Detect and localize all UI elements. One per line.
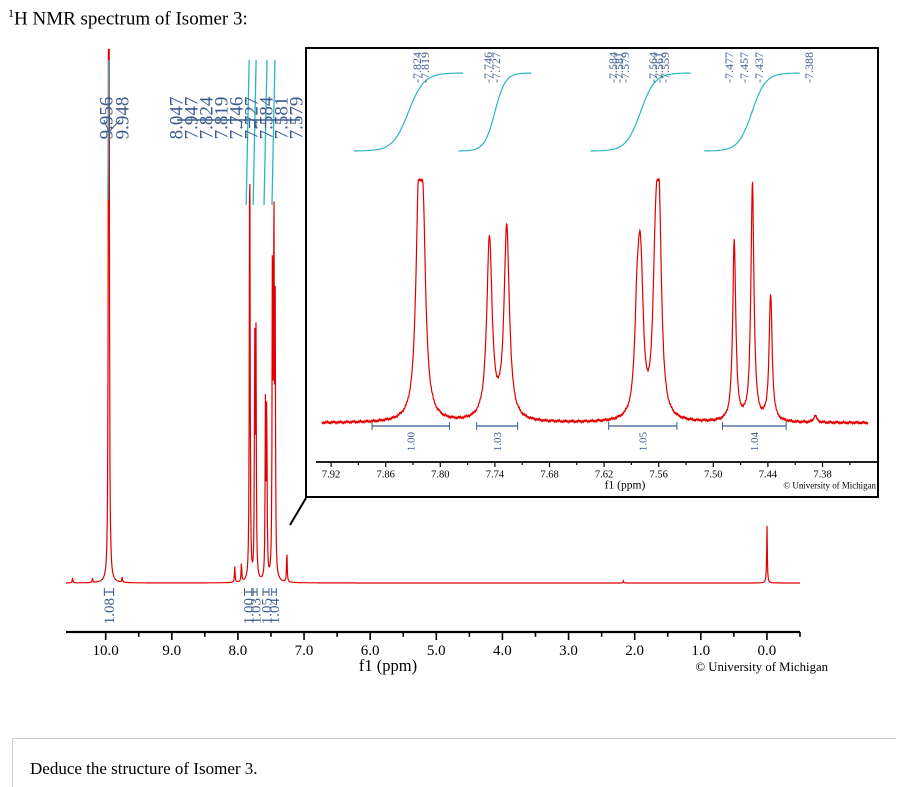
x-tick-label: 7.68 (540, 470, 558, 481)
peak-label: -7.824 (410, 52, 424, 83)
x-tick-label: 6.0 (361, 643, 380, 659)
integral-value: 1.00 (241, 598, 257, 624)
peak-label: -7.559 (658, 52, 672, 83)
peak-label: -7.579 (618, 52, 632, 83)
peak-label: -7.437 (752, 52, 766, 83)
peak-label-connector (103, 119, 121, 133)
peak-label: -7.388 (802, 52, 816, 83)
peak-label: -7.746 (481, 52, 495, 83)
caption-text: H NMR spectrum of Isomer 3: (14, 8, 248, 30)
peak-label: 7.819 (211, 97, 232, 140)
x-tick-label: 7.0 (295, 643, 314, 659)
x-tick-label: 3.0 (559, 643, 578, 659)
question-box: Deduce the structure of Isomer 3. (12, 738, 896, 787)
nmr-spectrum: 10.0 9.0 8.0 7.0 6.0 5.0 4.0 3.0 2.0 1.0 0.0 f1 (pp… (66, 47, 879, 675)
spectrum-trace (66, 48, 800, 584)
copyright-label: © University of Michigan (783, 481, 876, 491)
peak-label: 7.581 (271, 97, 292, 140)
peak-label: -7.564 (646, 52, 660, 83)
peak-label: 8.047 (166, 97, 187, 140)
integral-value: 1.05 (259, 598, 275, 624)
integral-value: 1.08 (102, 598, 118, 624)
peak-label: -7.727 (489, 52, 503, 83)
peak-label: 7.947 (181, 97, 202, 140)
integral-curve (458, 72, 532, 152)
integral-value: 1.04 (267, 598, 283, 625)
integral-curve (245, 59, 250, 206)
figure-caption: 1H NMR spectrum of Isomer 3: (8, 6, 248, 30)
peak-label: -7.457 (737, 52, 751, 83)
x-tick-label: 4.0 (493, 643, 512, 659)
zoom-connector-line (289, 497, 307, 526)
full-spectrum-plot: 10.0 9.0 8.0 7.0 6.0 5.0 4.0 3.0 2.0 1.0 0.0 f1 (pp… (66, 48, 829, 675)
integral-curve (263, 59, 268, 206)
peak-label: 7.824 (196, 96, 217, 139)
x-tick-label: 7.62 (595, 470, 613, 481)
x-tick-label: 0.0 (758, 643, 777, 659)
x-tick-label: 10.0 (93, 643, 119, 659)
spectrum-trace (321, 177, 869, 426)
peak-label: -7.477 (722, 52, 736, 83)
peak-label: -7.819 (418, 52, 432, 83)
x-tick-label: 7.74 (486, 470, 505, 481)
integral-curve (590, 72, 691, 152)
x-tick-label: 7.56 (650, 470, 668, 481)
caption-superscript: 1 (8, 6, 14, 20)
x-tick-label: 5.0 (427, 643, 446, 659)
integral-value: 1.04 (749, 432, 761, 452)
x-tick-label: 9.0 (162, 643, 181, 659)
x-axis-label: f1 (ppm) (605, 480, 646, 492)
peak-label: 7.579 (286, 97, 307, 140)
inset-frame (305, 47, 879, 498)
x-tick-label: 7.38 (813, 470, 831, 481)
x-tick-label: 1.0 (691, 643, 710, 659)
x-tick-label: 8.0 (229, 643, 248, 659)
integral-curve (353, 72, 463, 152)
integral-curve (271, 59, 276, 206)
integral-value: 1.03 (492, 432, 504, 452)
peak-label: 9.948 (112, 97, 133, 140)
integral-curve (704, 72, 800, 152)
x-tick-label: 2.0 (625, 643, 644, 659)
x-tick-label: 7.92 (322, 470, 340, 481)
x-tick-label: 7.86 (377, 470, 395, 481)
question-text: Deduce the structure of Isomer 3. (30, 759, 258, 778)
peak-label: 7.584 (256, 96, 277, 139)
x-tick-label: 7.50 (704, 470, 722, 481)
peak-label: 7.746 (226, 97, 247, 140)
x-axis-label: f1 (ppm) (359, 656, 417, 675)
peak-label: -7.584 (606, 52, 620, 83)
x-tick-label: 7.44 (759, 470, 778, 481)
peak-label: -7.561 (652, 52, 666, 83)
inset-spectrum-plot: 7.92 7.86 7.80 7.74 7.68 7.62 7.56 7.50 7.44 7.38… (305, 47, 879, 498)
integral-value: 1.05 (638, 432, 650, 452)
integral-value: 1.03 (248, 598, 264, 624)
x-tick-label: 7.80 (431, 470, 449, 481)
peak-label: 7.727 (241, 97, 262, 140)
integral-value: 1.00 (406, 432, 418, 452)
copyright-label: © University of Michigan (695, 660, 828, 674)
integral-curve (252, 59, 257, 206)
peak-label: -7.581 (612, 52, 626, 83)
